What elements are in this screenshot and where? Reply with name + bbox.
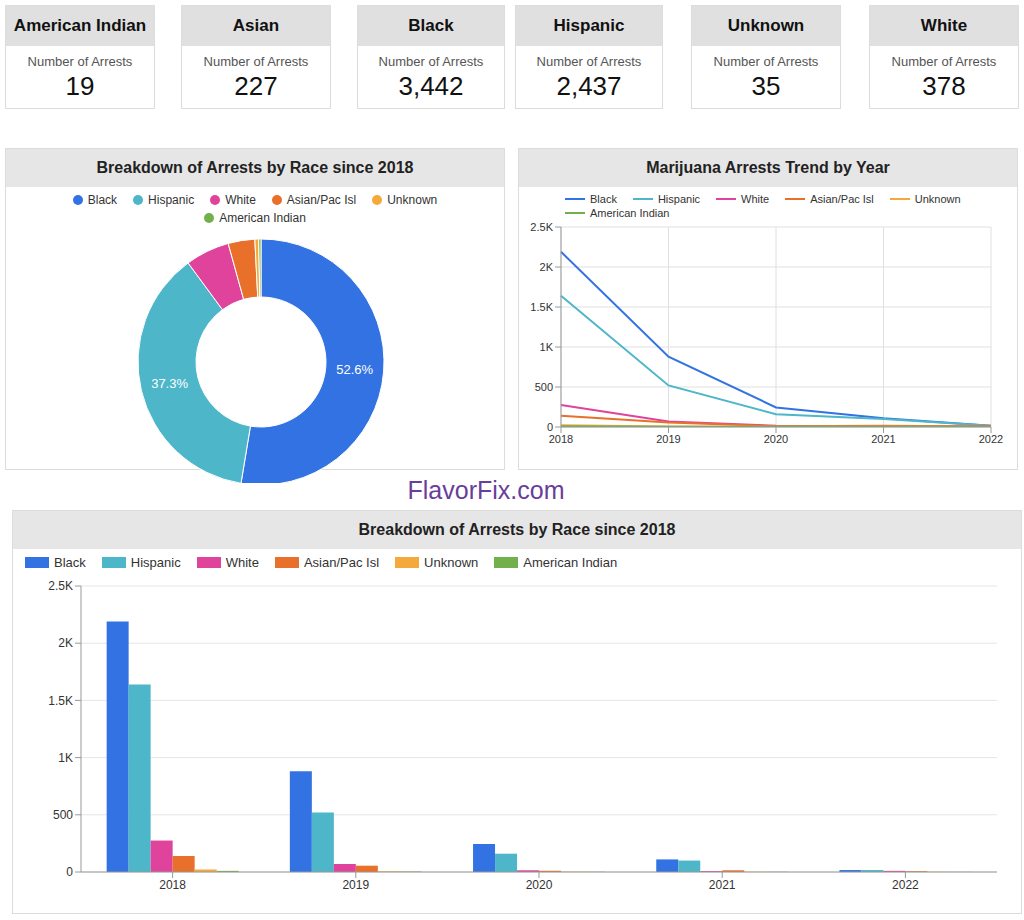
- html-text:227: 227: [234, 71, 278, 101]
- svg-text:2020: 2020: [526, 878, 553, 892]
- html-text:White: White: [225, 193, 256, 207]
- html-text:Black: Black: [408, 16, 454, 35]
- html-text:Number of Arrests: Number of Arrests: [536, 54, 642, 69]
- svg-text:2.5K: 2.5K: [48, 579, 73, 593]
- svg-text:2018: 2018: [159, 878, 186, 892]
- svg-text:37.3%: 37.3%: [151, 376, 188, 391]
- html-text:Number of Arrests: Number of Arrests: [27, 54, 133, 69]
- svg-text:2021: 2021: [709, 878, 736, 892]
- svg-text:1.5K: 1.5K: [530, 301, 553, 313]
- html-text:2,437: 2,437: [556, 71, 622, 101]
- svg-text:2K: 2K: [58, 636, 73, 650]
- html-text:White: White: [920, 16, 968, 35]
- html-text:Asian: Asian: [232, 16, 280, 35]
- html-text:Unknown: Unknown: [387, 193, 438, 207]
- svg-text:500: 500: [535, 381, 553, 393]
- svg-text:1K: 1K: [58, 751, 73, 765]
- html-text:Number of Arrests: Number of Arrests: [378, 54, 484, 69]
- html-text:American Indian: American Indian: [219, 211, 306, 225]
- svg-text:2022: 2022: [892, 878, 919, 892]
- html-text:Unknown: Unknown: [424, 555, 479, 570]
- svg-text:2K: 2K: [540, 261, 554, 273]
- html-text:American Indian: American Indian: [590, 207, 670, 219]
- svg-text:1K: 1K: [540, 341, 554, 353]
- html-text:FlavorFix.com: FlavorFix.com: [407, 476, 565, 504]
- html-text:Black: Black: [590, 193, 617, 205]
- html-text:Black: Black: [54, 555, 86, 570]
- html-text:Number of Arrests: Number of Arrests: [891, 54, 997, 69]
- svg-text:500: 500: [53, 808, 73, 822]
- html-text:White: White: [741, 193, 770, 205]
- svg-text:2.5K: 2.5K: [530, 221, 553, 233]
- html-text:Asian/Pac Isl: Asian/Pac Isl: [286, 193, 357, 207]
- svg-text:0: 0: [66, 865, 73, 879]
- html-text:Asian/Pac Isl: Asian/Pac Isl: [303, 555, 379, 570]
- html-text:Unknown: Unknown: [727, 16, 805, 35]
- html-text:Breakdown of Arrests by Race s: Breakdown of Arrests by Race since 2018: [96, 159, 414, 176]
- html-text:American Indian: American Indian: [13, 16, 147, 35]
- html-text:Breakdown of Arrests by Race s: Breakdown of Arrests by Race since 2018: [358, 521, 676, 538]
- html-text:Hispanic: Hispanic: [148, 193, 195, 207]
- svg-text:2019: 2019: [342, 878, 369, 892]
- svg-text:2018: 2018: [549, 433, 573, 445]
- html-text:35: 35: [751, 71, 781, 101]
- html-text:Hispanic: Hispanic: [130, 555, 181, 570]
- html-text:Number of Arrests: Number of Arrests: [713, 54, 819, 69]
- html-text:American Indian: American Indian: [523, 555, 618, 570]
- svg-text:52.6%: 52.6%: [336, 362, 373, 377]
- svg-text:2019: 2019: [656, 433, 680, 445]
- svg-text:1.5K: 1.5K: [48, 694, 73, 708]
- svg-text:2022: 2022: [979, 433, 1003, 445]
- html-text:Number of Arrests: Number of Arrests: [203, 54, 309, 69]
- svg-text:0: 0: [547, 421, 553, 433]
- html-text:Marijuana Arrests Trend by Yea: Marijuana Arrests Trend by Year: [646, 159, 890, 176]
- html-text:Unknown: Unknown: [914, 193, 961, 205]
- html-text:19: 19: [65, 71, 95, 101]
- html-text:378: 378: [922, 71, 966, 101]
- svg-text:2020: 2020: [764, 433, 788, 445]
- html-text:White: White: [225, 555, 259, 570]
- html-text:Hispanic: Hispanic: [657, 193, 701, 205]
- svg-text:2021: 2021: [871, 433, 895, 445]
- html-text:3,442: 3,442: [398, 71, 464, 101]
- html-text:Hispanic: Hispanic: [553, 16, 625, 35]
- html-text:Asian/Pac Isl: Asian/Pac Isl: [810, 193, 874, 205]
- html-text:Black: Black: [87, 193, 118, 207]
